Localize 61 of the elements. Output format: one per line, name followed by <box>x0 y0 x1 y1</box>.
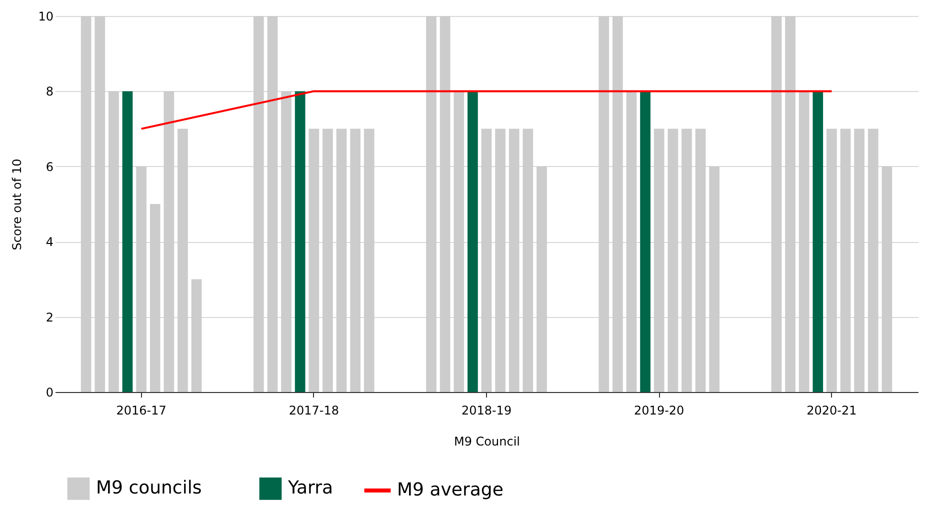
bar <box>854 128 864 392</box>
bar <box>454 91 464 392</box>
bar <box>136 166 146 392</box>
x-axis-title: M9 Council <box>454 434 520 448</box>
y-axis-title: Score out of 10 <box>10 158 24 250</box>
legend-label: M9 average <box>397 480 504 500</box>
x-tick-label: 2018-19 <box>461 404 512 418</box>
bar <box>178 128 188 392</box>
x-tick-label: 2017-18 <box>288 404 339 418</box>
bar <box>94 16 106 392</box>
bar <box>281 91 292 392</box>
legend-label: Yarra <box>287 478 334 499</box>
bar <box>122 91 133 392</box>
bar <box>668 128 678 392</box>
x-tick-label: 2016-17 <box>116 404 166 418</box>
bar <box>882 166 892 392</box>
bar <box>536 166 547 392</box>
bar <box>522 128 534 392</box>
bar <box>695 128 706 392</box>
bar <box>150 204 160 392</box>
bar <box>308 128 320 392</box>
bar <box>364 128 374 392</box>
bar <box>654 128 664 392</box>
y-tick-label: 8 <box>46 84 54 99</box>
bar <box>495 128 506 392</box>
bar <box>785 16 796 392</box>
bar <box>771 16 782 392</box>
bar <box>426 16 436 392</box>
y-tick-label: 6 <box>46 160 54 174</box>
bar <box>508 128 520 392</box>
bar <box>640 91 650 392</box>
y-tick-label: 4 <box>46 235 54 250</box>
bar <box>798 91 810 392</box>
bar <box>598 16 610 392</box>
bar <box>322 128 333 392</box>
y-tick-label: 0 <box>46 386 54 400</box>
bar <box>108 91 119 392</box>
x-tick-label: 2020-21 <box>806 404 857 418</box>
y-tick-label: 10 <box>38 10 54 24</box>
y-tick-label: 2 <box>46 310 54 324</box>
bar <box>253 16 264 392</box>
bar <box>626 91 637 392</box>
bar <box>840 128 851 392</box>
bar <box>709 166 720 392</box>
bar <box>164 91 174 392</box>
bar <box>826 128 837 392</box>
bar <box>868 128 878 392</box>
bar <box>481 128 492 392</box>
bar <box>682 128 692 392</box>
bar <box>80 16 92 392</box>
legend-label: M9 councils <box>96 478 202 499</box>
bar <box>468 91 478 392</box>
bar <box>336 128 347 392</box>
bar <box>294 91 306 392</box>
bar <box>612 16 623 392</box>
bar <box>191 279 202 392</box>
bar <box>812 91 824 392</box>
x-tick-label: 2019-20 <box>634 404 684 418</box>
bar <box>440 16 450 392</box>
bar <box>350 128 360 392</box>
bar <box>267 16 278 392</box>
